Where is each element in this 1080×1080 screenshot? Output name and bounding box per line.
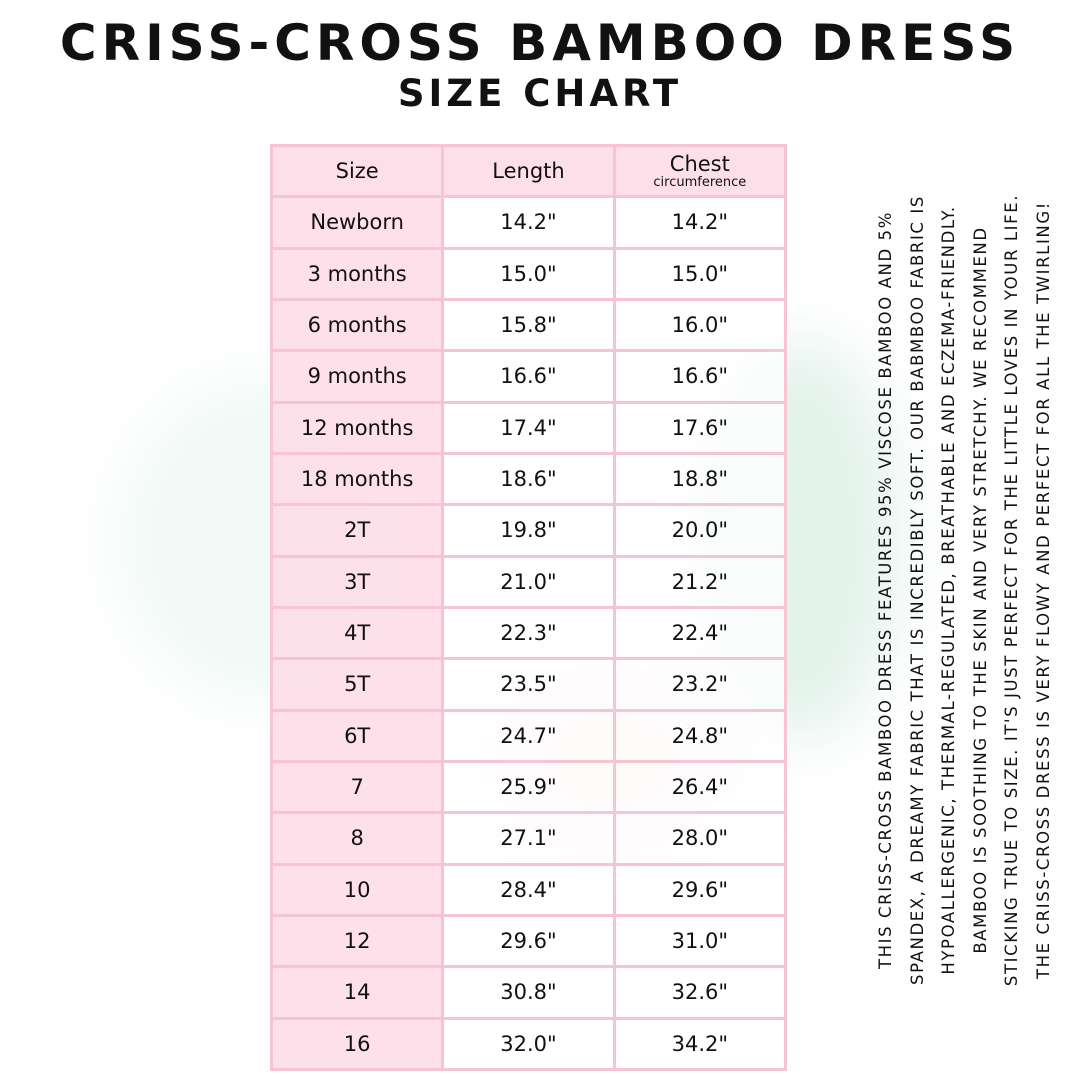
cell-length: 21.0" (441, 554, 616, 609)
cell-size: 4T (269, 605, 445, 661)
table-row: 6 months 15.8" 16.0" (269, 297, 788, 353)
table-row: 8 27.1" 28.0" (269, 811, 788, 866)
table-row: 3 months 15.0" 15.0" (269, 246, 788, 301)
cell-length: 25.9" (441, 759, 616, 815)
table-row: 5T 23.5" 23.2" (269, 657, 788, 712)
cell-size: 3T (269, 554, 445, 609)
cell-chest: 14.2" (612, 195, 788, 250)
cell-size: 7 (269, 759, 445, 815)
table-row: 10 28.4" 29.6" (269, 862, 788, 917)
cell-size: 12 (269, 913, 445, 969)
cell-chest: 16.0" (612, 297, 788, 353)
cell-chest: 31.0" (612, 913, 788, 969)
cell-length: 14.2" (441, 195, 616, 250)
cell-size: 8 (269, 811, 445, 866)
cell-size: Newborn (269, 195, 445, 250)
cell-chest: 18.8" (612, 451, 788, 507)
cell-chest: 22.4" (612, 605, 788, 661)
description-line: THE CRISS-CROSS DRESS IS VERY FLOWY AND … (1033, 201, 1053, 979)
product-description: THIS CRISS-CROSS BAMBOO DRESS FEATURES 9… (870, 125, 1060, 1055)
cell-length: 28.4" (441, 862, 616, 917)
table-row: 18 months 18.6" 18.8" (269, 451, 788, 507)
cell-chest: 24.8" (612, 708, 788, 763)
cell-length: 27.1" (441, 811, 616, 866)
header-chest: Chest circumference (612, 143, 788, 199)
table-row: 12 29.6" 31.0" (269, 913, 788, 969)
cell-chest: 29.6" (612, 862, 788, 917)
cell-chest: 23.2" (612, 657, 788, 712)
cell-chest: 20.0" (612, 503, 788, 558)
header-chest-label: Chest (669, 152, 730, 177)
header-size: Size (269, 143, 445, 199)
cell-size: 16 (269, 1016, 445, 1072)
cell-chest: 15.0" (612, 246, 788, 301)
cell-length: 16.6" (441, 349, 616, 404)
cell-chest: 34.2" (612, 1016, 788, 1072)
cell-size: 2T (269, 503, 445, 558)
cell-length: 15.0" (441, 246, 616, 301)
cell-chest: 28.0" (612, 811, 788, 866)
page-title: CRISS-CROSS BAMBOO DRESS (59, 14, 1021, 72)
cell-size: 3 months (269, 246, 445, 301)
cell-length: 18.6" (441, 451, 616, 507)
cell-length: 32.0" (441, 1016, 616, 1072)
description-line: SPANDEX, A DREAMY FABRIC THAT IS INCREDI… (907, 195, 927, 985)
table-row: 9 months 16.6" 16.6" (269, 349, 788, 404)
table-row: 6T 24.7" 24.8" (269, 708, 788, 763)
table-row: 14 30.8" 32.6" (269, 965, 788, 1020)
table-row: 16 32.0" 34.2" (269, 1016, 788, 1072)
table-row: 2T 19.8" 20.0" (269, 503, 788, 558)
description-line: STICKING TRUE TO SIZE. IT'S JUST PERFECT… (1002, 193, 1021, 987)
cell-length: 19.8" (441, 503, 616, 558)
table-row: 12 months 17.4" 17.6" (269, 400, 788, 455)
table-row: 3T 21.0" 21.2" (269, 554, 788, 609)
page-subtitle: SIZE CHART (397, 72, 683, 115)
header-chest-sub: circumference (653, 175, 747, 191)
cell-size: 5T (269, 657, 445, 712)
cell-length: 29.6" (441, 913, 616, 969)
description-line: HYPOALLERGENIC, THERMAL-REGULATED, BREAT… (939, 205, 958, 975)
cell-chest: 16.6" (612, 349, 788, 404)
cell-length: 30.8" (441, 965, 616, 1020)
cell-length: 24.7" (441, 708, 616, 763)
cell-size: 10 (269, 862, 445, 917)
table-row: Newborn 14.2" 14.2" (269, 195, 788, 250)
header-length: Length (441, 143, 616, 199)
size-chart-table: Size Length Chest circumference Newborn 14… (269, 143, 788, 1072)
cell-size: 6 months (269, 297, 445, 353)
cell-chest: 21.2" (612, 554, 788, 609)
table-row: 7 25.9" 26.4" (269, 759, 788, 815)
description-line: THIS CRISS-CROSS BAMBOO DRESS FEATURES 9… (876, 211, 895, 970)
cell-size: 18 months (269, 451, 445, 507)
cell-chest: 17.6" (612, 400, 788, 455)
description-line: BAMBOO IS SOOTHING TO THE SKIN AND VERY … (970, 226, 990, 954)
cell-length: 17.4" (441, 400, 616, 455)
cell-size: 6T (269, 708, 445, 763)
cell-chest: 26.4" (612, 759, 788, 815)
cell-size: 12 months (269, 400, 445, 455)
cell-length: 22.3" (441, 605, 616, 661)
cell-length: 23.5" (441, 657, 616, 712)
cell-size: 14 (269, 965, 445, 1020)
table-header-row: Size Length Chest circumference (269, 143, 788, 199)
table-row: 4T 22.3" 22.4" (269, 605, 788, 661)
cell-chest: 32.6" (612, 965, 788, 1020)
cell-length: 15.8" (441, 297, 616, 353)
cell-size: 9 months (269, 349, 445, 404)
